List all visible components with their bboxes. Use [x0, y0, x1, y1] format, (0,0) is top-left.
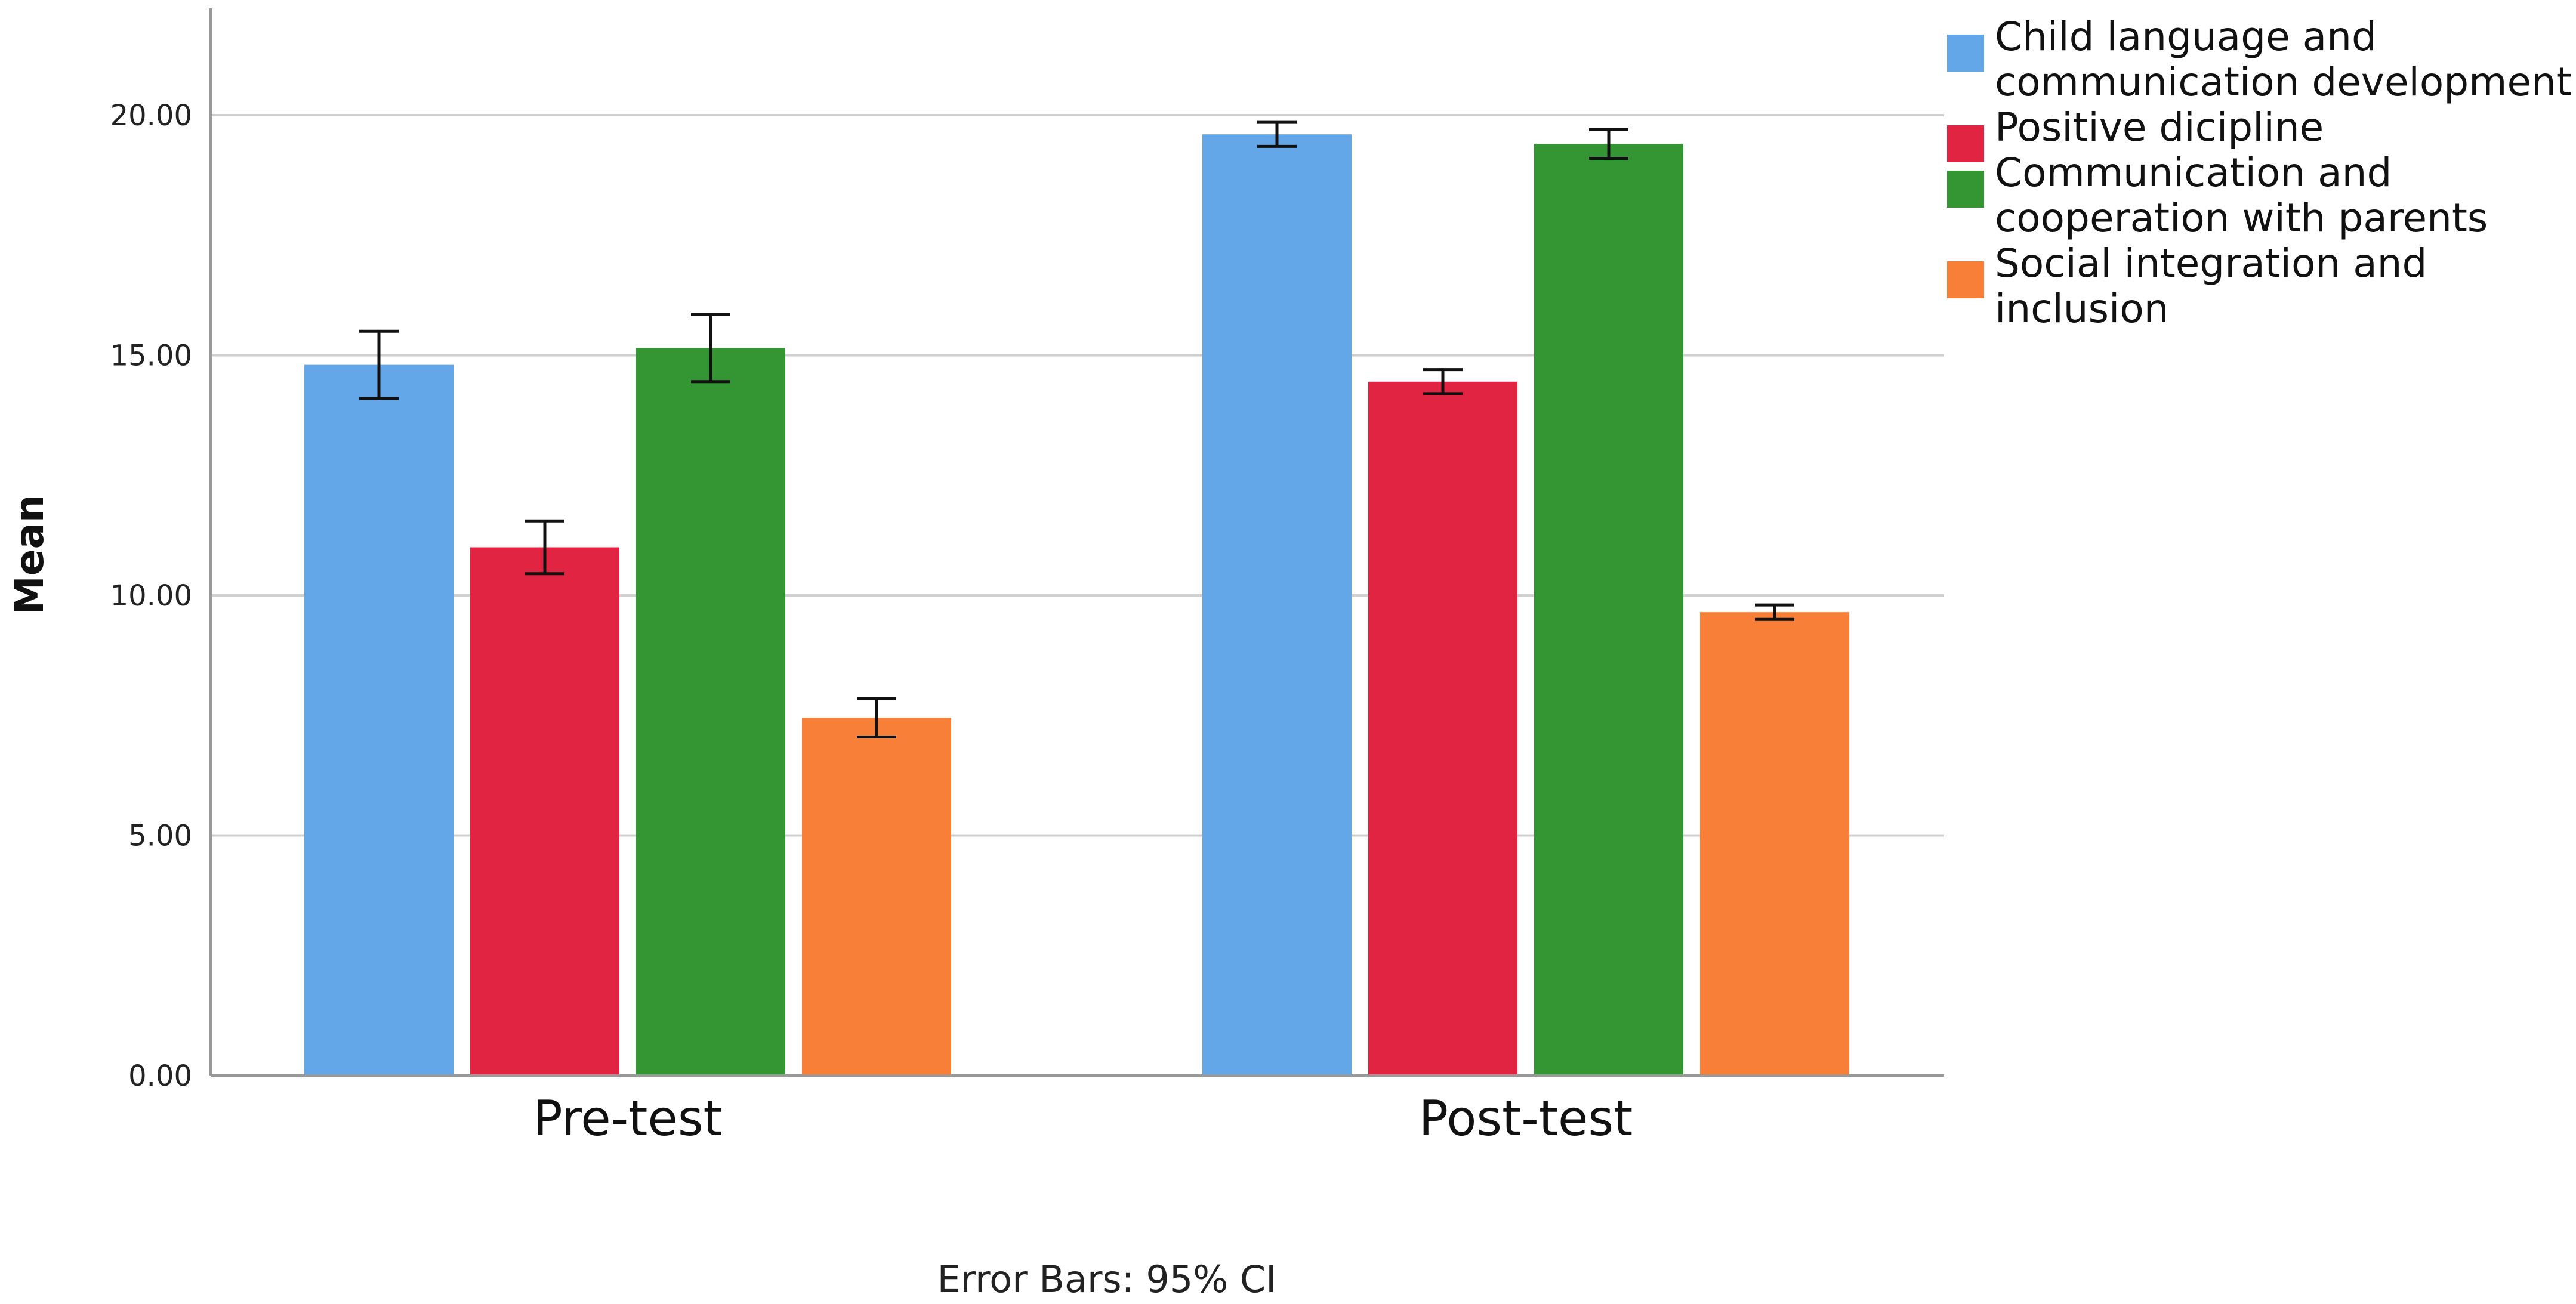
y-tick-label: 0.00 [128, 1059, 192, 1093]
bar [1202, 134, 1352, 1076]
bars [304, 134, 1849, 1076]
legend-label: Child language and [1995, 14, 2377, 60]
y-tick-labels: 0.00 5.00 10.00 15.00 20.00 [110, 99, 192, 1093]
bar [1368, 381, 1517, 1076]
y-axis-title: Mean [7, 495, 53, 615]
error-bar [1257, 120, 1297, 148]
bar [470, 547, 619, 1076]
legend-label: Social integration and [1995, 240, 2427, 286]
legend-swatch [1947, 261, 1984, 298]
bar [1534, 144, 1683, 1076]
error-bar [691, 313, 730, 384]
x-tick-label: Pre-test [533, 1090, 722, 1147]
bar [802, 718, 951, 1076]
bar [304, 364, 454, 1076]
bar [636, 348, 785, 1076]
y-tick-label: 10.00 [110, 579, 192, 613]
legend-label: cooperation with parents [1995, 195, 2488, 241]
error-bar [1755, 603, 1794, 621]
y-tick-label: 5.00 [128, 820, 192, 853]
axes [209, 8, 1944, 1077]
legend-label: communication development [1995, 59, 2572, 105]
error-bar [525, 519, 564, 576]
error-bar [359, 329, 399, 400]
bar [1700, 612, 1849, 1076]
legend-swatch [1947, 125, 1984, 162]
legend-label: inclusion [1995, 286, 2169, 332]
x-tick-labels: Pre-test Post-test [533, 1090, 1633, 1147]
legend-swatch [1947, 35, 1984, 72]
x-tick-label: Post-test [1419, 1090, 1633, 1147]
y-tick-label: 15.00 [110, 339, 192, 373]
error-bars-note: Error Bars: 95% CI [937, 1257, 1277, 1301]
legend-swatch [1947, 171, 1984, 208]
error-bar [1589, 128, 1628, 160]
legend-label: Positive dicipline [1995, 104, 2324, 150]
y-tick-label: 20.00 [110, 99, 192, 132]
error-bar [1423, 368, 1463, 395]
legend-entry: Positive dicipline [1947, 104, 2324, 162]
error-bars [359, 120, 1794, 738]
error-bar [857, 697, 896, 738]
legend-label: Communication and [1995, 150, 2392, 196]
